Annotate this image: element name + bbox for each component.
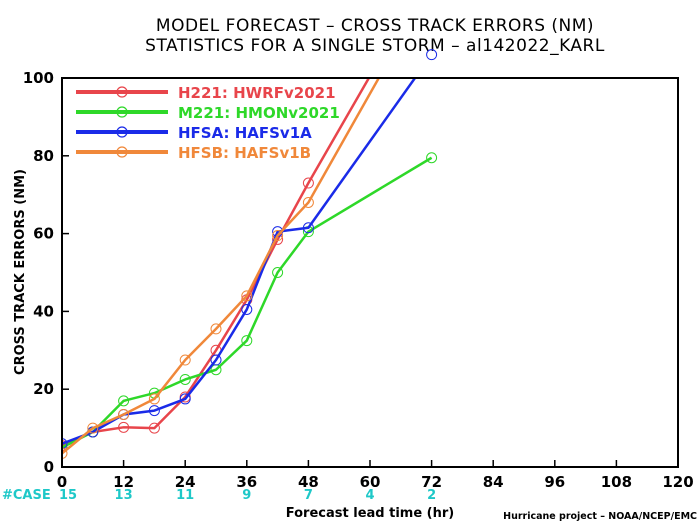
data-point (179, 393, 191, 405)
chart-subtitle: STATISTICS FOR A SINGLE STORM – al142022… (145, 36, 605, 56)
x-tick-label: 48 (298, 473, 319, 491)
x-tick-label: 120 (662, 473, 693, 491)
data-point (302, 177, 314, 189)
legend-marker (116, 86, 128, 98)
x-tick-label: 96 (544, 473, 565, 491)
case-count: 13 (115, 488, 133, 503)
case-header: #CASE (2, 488, 51, 503)
y-tick-label: 60 (33, 225, 54, 243)
y-axis: 0 20 40 60 80 100 (23, 69, 69, 476)
series-line-3 (62, 78, 381, 455)
data-point (426, 152, 438, 164)
data-point (210, 323, 222, 335)
outside-markers (426, 49, 438, 61)
x-tick-label: 72 (421, 473, 442, 491)
data-point (118, 421, 130, 433)
data-point (148, 393, 160, 405)
data-point (62, 442, 68, 454)
x-tick-label: 24 (175, 473, 196, 491)
chart-title: MODEL FORECAST – CROSS TRACK ERRORS (NM) (156, 16, 594, 36)
data-point (241, 335, 253, 347)
x-tick-label: 108 (601, 473, 632, 491)
series-layer (62, 78, 438, 459)
x-axis: 0 12 24 36 48 60 72 84 96 108 120 (57, 460, 694, 491)
x-tick-label: 36 (236, 473, 257, 491)
data-point (241, 290, 253, 302)
data-point (62, 438, 68, 450)
legend-label: H221: HWRFv2021 (178, 84, 336, 102)
legend-label: HFSA: HAFSv1A (178, 124, 312, 142)
data-point (272, 230, 284, 242)
x-tick-label: 84 (483, 473, 504, 491)
x-tick-label: 12 (113, 473, 134, 491)
data-point (148, 422, 160, 434)
legend-marker (116, 106, 128, 118)
data-point (302, 196, 314, 208)
case-count: 9 (242, 488, 251, 503)
legend: H221: HWRFv2021 M221: HMONv2021 HFSA: HAFS… (76, 84, 340, 162)
data-point (302, 222, 314, 234)
series-line-2 (62, 78, 417, 445)
data-point (118, 395, 130, 407)
legend-marker (116, 146, 128, 158)
series-line-0 (62, 78, 371, 447)
data-point (118, 408, 130, 420)
case-count: 2 (427, 488, 436, 503)
credit-text: Hurricane project – NOAA/NCEP/EMC (503, 511, 697, 522)
data-point (62, 447, 68, 459)
case-count: 4 (365, 488, 374, 503)
legend-label: HFSB: HAFSv1B (178, 144, 311, 162)
case-count: 15 (59, 488, 77, 503)
x-axis-label: Forecast lead time (hr) (286, 506, 454, 521)
data-point-out-of-range (426, 49, 438, 61)
y-axis-label: CROSS TRACK ERRORS (NM) (13, 169, 28, 375)
x-tick-label: 0 (57, 473, 67, 491)
data-point (210, 354, 222, 366)
y-tick-label: 80 (33, 147, 54, 165)
plot-frame (61, 77, 679, 468)
case-count: 11 (176, 488, 194, 503)
data-point (179, 373, 191, 385)
series-line-1 (62, 156, 433, 449)
legend-label: M221: HMONv2021 (178, 104, 340, 122)
data-point (179, 354, 191, 366)
legend-marker (116, 126, 128, 138)
data-point (241, 303, 253, 315)
case-counts: 15 13 11 9 7 4 2 (59, 488, 436, 503)
data-point (272, 267, 284, 278)
y-tick-label: 40 (33, 302, 54, 320)
y-tick-label: 0 (44, 458, 54, 476)
data-point (87, 422, 99, 434)
y-tick-label: 100 (23, 69, 54, 87)
case-count: 7 (304, 488, 313, 503)
data-point (148, 405, 160, 417)
x-tick-label: 60 (360, 473, 381, 491)
y-tick-label: 20 (33, 380, 54, 398)
